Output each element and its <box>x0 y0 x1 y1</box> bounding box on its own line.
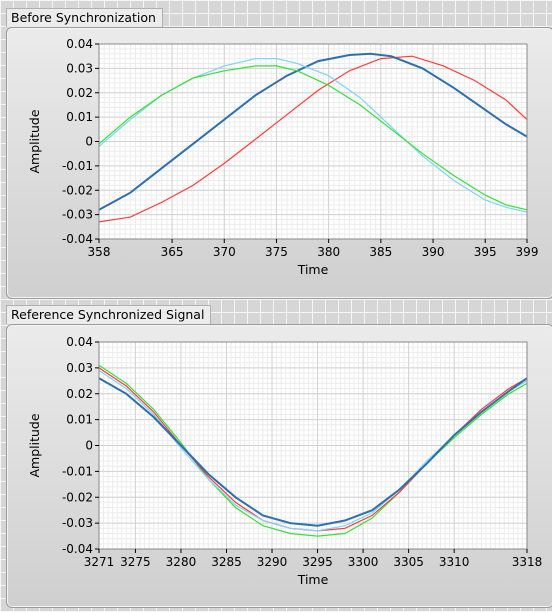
y-tick-label: 0.03 <box>66 61 93 75</box>
y-tick-label: -0.02 <box>62 490 93 504</box>
x-tick-label: 3275 <box>120 555 151 569</box>
x-tick-label: 395 <box>474 245 497 259</box>
y-tick-label: 0.01 <box>66 110 93 124</box>
x-tick-label: 3285 <box>211 555 242 569</box>
waveform-graph-before-sync[interactable]: 0.04 0.03 0.02 0.01 0 -0.01 -0.02 -0.03 -0.04 358… <box>6 27 552 299</box>
y-tick-label: 0.04 <box>66 335 93 349</box>
chart-svg: 0.04 0.03 0.02 0.01 0 -0.01 -0.02 -0.03 -0.04358… <box>27 37 539 277</box>
x-tick-label: 3300 <box>348 555 379 569</box>
x-tick-label: 370 <box>213 245 236 259</box>
chart-label-reference-sync: Reference Synchronized Signal <box>6 305 212 324</box>
x-tick-label: 3271 <box>84 555 115 569</box>
waveform-graph-reference-sync[interactable]: 0.04 0.03 0.02 0.01 0 -0.01 -0.02 -0.03 -0.04 327… <box>6 324 552 608</box>
x-tick-label: 3295 <box>302 555 333 569</box>
x-tick-label: 3318 <box>512 555 543 569</box>
chart-svg: 0.040.030.020.010-0.01-0.02-0.03-0.04327… <box>27 335 543 587</box>
y-tick-label: -0.02 <box>62 183 93 197</box>
x-axis-title: Time <box>297 572 329 587</box>
x-tick-label: 3280 <box>166 555 197 569</box>
x-tick-label: 390 <box>422 245 445 259</box>
x-tick-label: 3290 <box>257 555 288 569</box>
series-line-2 <box>98 52 528 211</box>
x-tick-label: 365 <box>161 245 184 259</box>
y-tick-label: 0 <box>85 135 93 149</box>
y-tick-label: -0.04 <box>62 542 93 556</box>
series-line-1 <box>98 55 528 223</box>
x-tick-label: 375 <box>265 245 288 259</box>
x-tick-label: 385 <box>369 245 392 259</box>
x-axis-title: Time <box>297 262 329 277</box>
y-tick-label: -0.04 <box>62 232 93 246</box>
x-tick-label: 399 <box>516 245 539 259</box>
x-tick-label: 3305 <box>393 555 424 569</box>
y-axis-title: Amplitude <box>27 109 42 173</box>
y-tick-label: 0.04 <box>66 37 93 51</box>
y-tick-label: -0.03 <box>62 208 93 222</box>
chart-label-before-sync: Before Synchronization <box>6 8 163 27</box>
y-tick-label: 0.02 <box>66 387 93 401</box>
x-tick-label: 358 <box>88 245 111 259</box>
y-tick-label: 0.03 <box>66 361 93 375</box>
y-tick-label: 0 <box>85 439 93 453</box>
y-tick-label: -0.01 <box>62 464 93 478</box>
series-line-1 <box>98 364 528 537</box>
y-axis-title: Amplitude <box>27 413 42 477</box>
y-tick-label: 0.02 <box>66 86 93 100</box>
series-line-4 <box>98 377 528 527</box>
series-line-4 <box>98 65 528 211</box>
x-tick-label: 3310 <box>439 555 470 569</box>
y-tick-label: -0.01 <box>62 159 93 173</box>
y-tick-label: 0.01 <box>66 413 93 427</box>
y-tick-label: -0.03 <box>62 516 93 530</box>
x-tick-label: 380 <box>317 245 340 259</box>
